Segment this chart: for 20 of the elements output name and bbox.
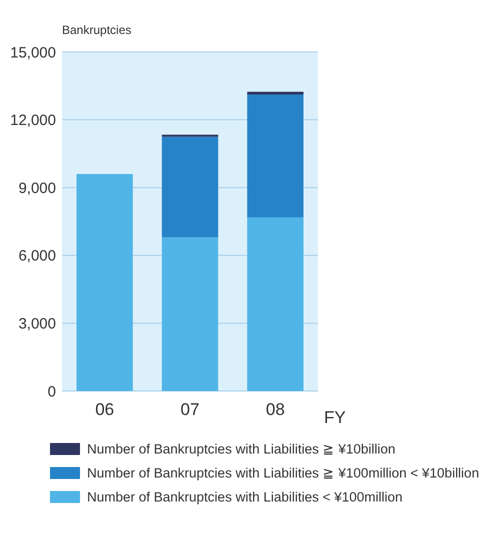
x-tick-label: 08 <box>266 400 285 419</box>
legend-label: Number of Bankruptcies with Liabilities ≧ ¥100million < ¥10billion <box>87 466 480 481</box>
legend-label: Number of Bankruptcies with Liabilities ≧ ¥10billion <box>87 442 396 457</box>
x-tick-label: 07 <box>180 400 200 419</box>
bar <box>162 136 218 238</box>
x-axis-title: FY <box>324 408 346 427</box>
y-tick-label: 6,000 <box>18 248 56 265</box>
y-axis-title: Bankruptcies <box>62 23 132 37</box>
y-tick-label: 15,000 <box>10 44 56 62</box>
bar <box>247 92 304 94</box>
bar <box>247 94 304 218</box>
bar <box>76 174 133 391</box>
y-tick-label: 0 <box>48 383 56 400</box>
bar <box>247 217 304 391</box>
y-tick-label: 9,000 <box>18 180 56 197</box>
y-tick-label: 12,000 <box>10 112 56 130</box>
bar <box>162 237 218 391</box>
x-tick-label: 06 <box>95 400 114 419</box>
y-tick-label: 3,000 <box>18 315 56 332</box>
legend-label: Number of Bankruptcies with Liabilities < ¥100million <box>87 490 403 505</box>
